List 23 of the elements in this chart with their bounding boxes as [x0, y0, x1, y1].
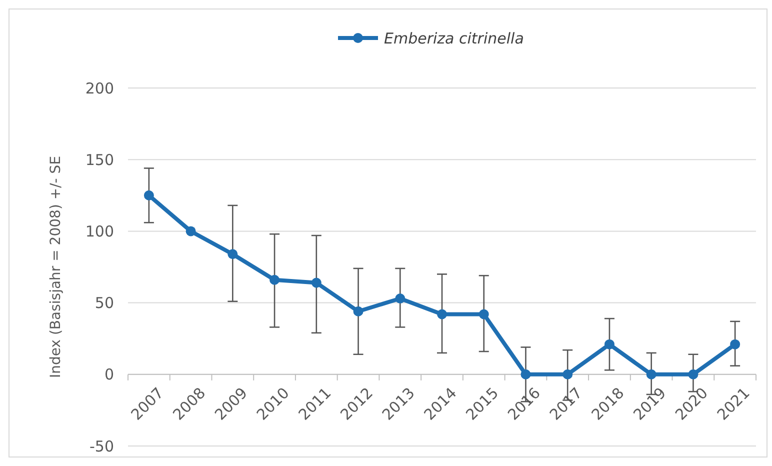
point [562, 369, 573, 380]
y-tick-label: 100 [85, 222, 114, 240]
point [478, 309, 489, 320]
point [604, 339, 614, 350]
point [730, 339, 740, 350]
point [688, 369, 698, 380]
point [144, 190, 154, 200]
point [395, 294, 406, 304]
point [520, 369, 531, 380]
point [186, 226, 196, 236]
point [228, 249, 238, 260]
point [353, 306, 364, 316]
point [437, 309, 447, 320]
point [270, 274, 280, 285]
legend-label: Emberiza citrinella [384, 29, 524, 48]
y-axis-title: Index (Basisjahr = 2008) +/- SE [48, 156, 64, 378]
y-tick-label: 0 [104, 366, 114, 384]
y-tick-label: 50 [94, 294, 114, 312]
y-tick-label: 200 [85, 79, 114, 98]
point [646, 369, 656, 380]
point [311, 278, 322, 288]
y-tick-label: 150 [85, 150, 114, 169]
y-tick-label: -50 [90, 437, 114, 456]
